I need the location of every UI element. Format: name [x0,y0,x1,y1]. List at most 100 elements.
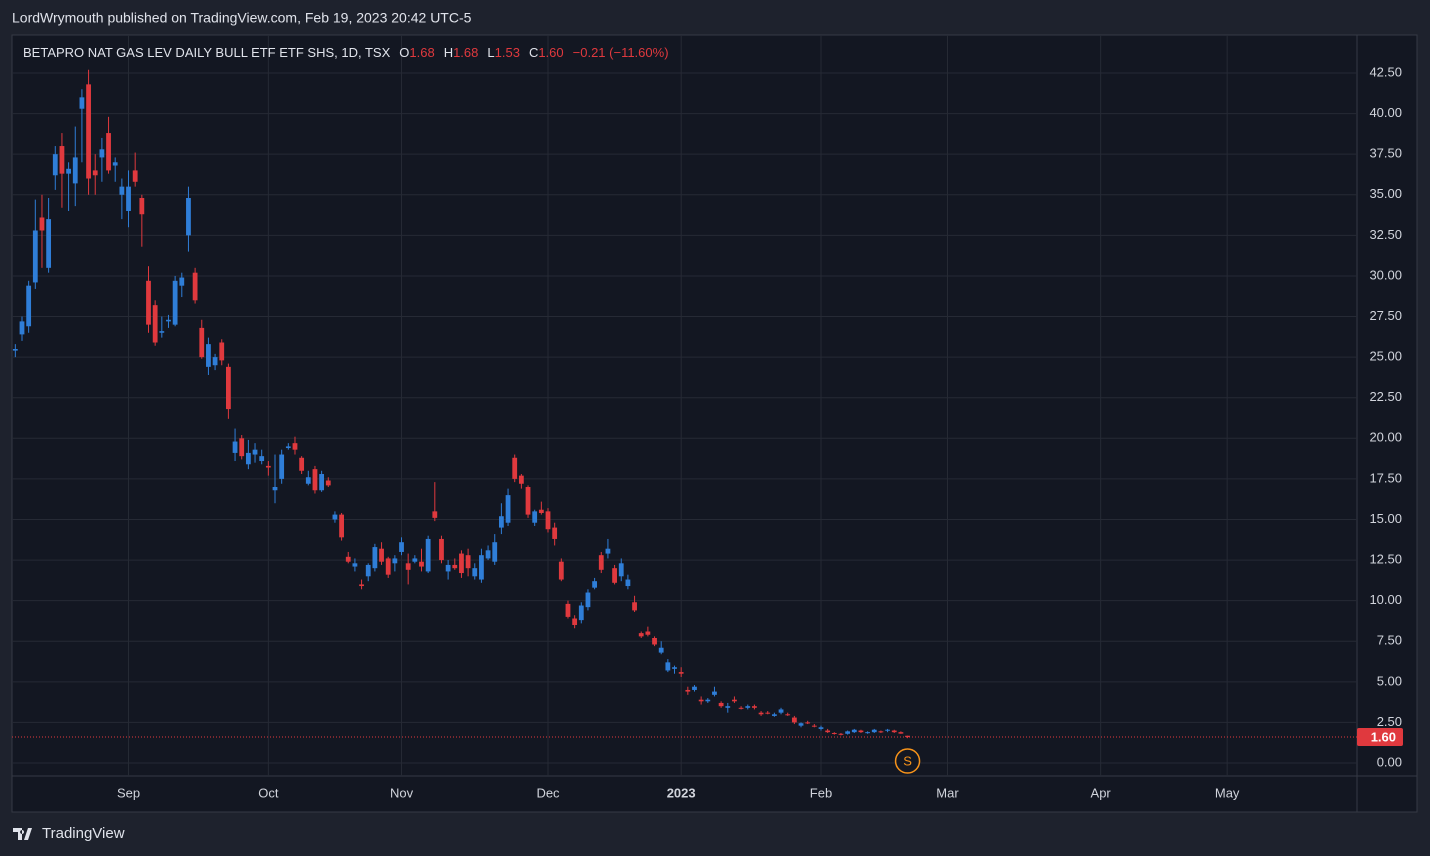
open-key: O [399,45,409,60]
y-tick-label: 0.00 [1377,754,1402,769]
x-tick-label: Sep [117,785,140,800]
y-tick-label: 37.50 [1369,146,1402,161]
candle-body [645,631,651,635]
last-price-tag [1357,728,1403,747]
candle-body [39,217,45,231]
candle-body [678,672,684,674]
candle-body [452,564,458,569]
candle-body [838,733,844,735]
candles [12,69,1357,739]
chart-panel [11,34,1418,813]
x-tick-label: Dec [536,785,560,800]
candle-body [698,699,704,702]
candle-body [279,454,285,479]
candle-body [578,605,584,621]
candle-body [445,564,451,572]
candle-body [46,219,52,268]
candle-body [239,438,245,457]
candle-body [425,538,431,572]
candle-body [672,667,677,669]
candle-body [831,732,837,734]
candle-body [878,731,884,733]
candle-body [618,563,624,577]
candle-body [79,97,85,109]
candle-body [638,633,644,637]
legend-text: BETAPRO NAT GAS LEV DAILY BULL ETF ETF S… [23,45,669,60]
close-key: C [529,45,538,60]
y-tick-label: 30.00 [1369,267,1402,282]
candle-body [738,707,744,709]
candle-body [585,592,591,608]
candle-body [558,561,564,580]
candle-body [905,735,910,738]
candle-body [245,452,251,465]
candle-body [845,731,851,734]
candle-body [518,475,524,484]
low-key: L [487,45,494,60]
candle-body [345,556,351,562]
y-tick-label: 40.00 [1369,105,1402,120]
y-tick-label: 15.00 [1369,511,1402,526]
candle-body [372,547,378,569]
candle-body [359,584,364,587]
candle-body [692,686,697,690]
candle-body [59,146,65,174]
candle-body [332,514,338,520]
candle-body [399,542,404,552]
candle-body [532,511,538,523]
candle-body [392,558,398,564]
candle-body [26,285,32,327]
candle-body [259,456,265,462]
candle-body [658,647,664,653]
candle-body [718,702,724,707]
brand-logo [13,828,32,840]
y-tick-label: 35.00 [1369,186,1402,201]
candle-body [32,230,38,283]
x-tick-label: Feb [810,785,832,800]
open: 1.68 [409,45,434,60]
candle-body [525,487,531,515]
candle-body [192,272,198,301]
candle-body [66,168,71,174]
candle-body [132,170,138,182]
candle-body [479,555,484,580]
candle-body [292,443,298,450]
candle-body [705,699,711,702]
x-tick-label: May [1215,785,1240,800]
candle-body [352,563,358,567]
grid [12,35,1357,776]
candle-body [299,457,305,471]
candle-body [186,198,191,236]
candle-body [505,495,511,523]
candle-body [891,730,897,733]
candle-body [172,280,178,325]
candle-body [825,730,831,733]
candle-body [379,548,384,562]
candle-body [538,509,544,513]
candle-body [405,563,411,570]
candle-body [778,709,784,713]
close: 1.60 [538,45,563,60]
candle-body [811,725,817,727]
split-marker-label: S [903,753,912,768]
candle-body [126,186,131,211]
high-key: H [444,45,453,60]
candle-body [19,321,25,335]
candle-body [179,277,185,286]
candle-body [152,305,158,343]
candle-body [725,706,731,708]
change: −0.21 (−11.60%) [573,45,669,60]
x-tick-label: Nov [390,785,414,800]
candle-body [99,149,105,158]
candle-body [632,602,637,611]
candle-body [206,344,211,367]
candle-body [898,732,904,734]
candle-body [885,729,890,731]
candle-body [432,511,438,518]
candle-body [312,469,318,491]
candle-body [385,558,391,575]
y-tick-label: 32.50 [1369,227,1402,242]
y-tick-label: 25.00 [1369,349,1402,364]
candle-body [598,555,604,570]
